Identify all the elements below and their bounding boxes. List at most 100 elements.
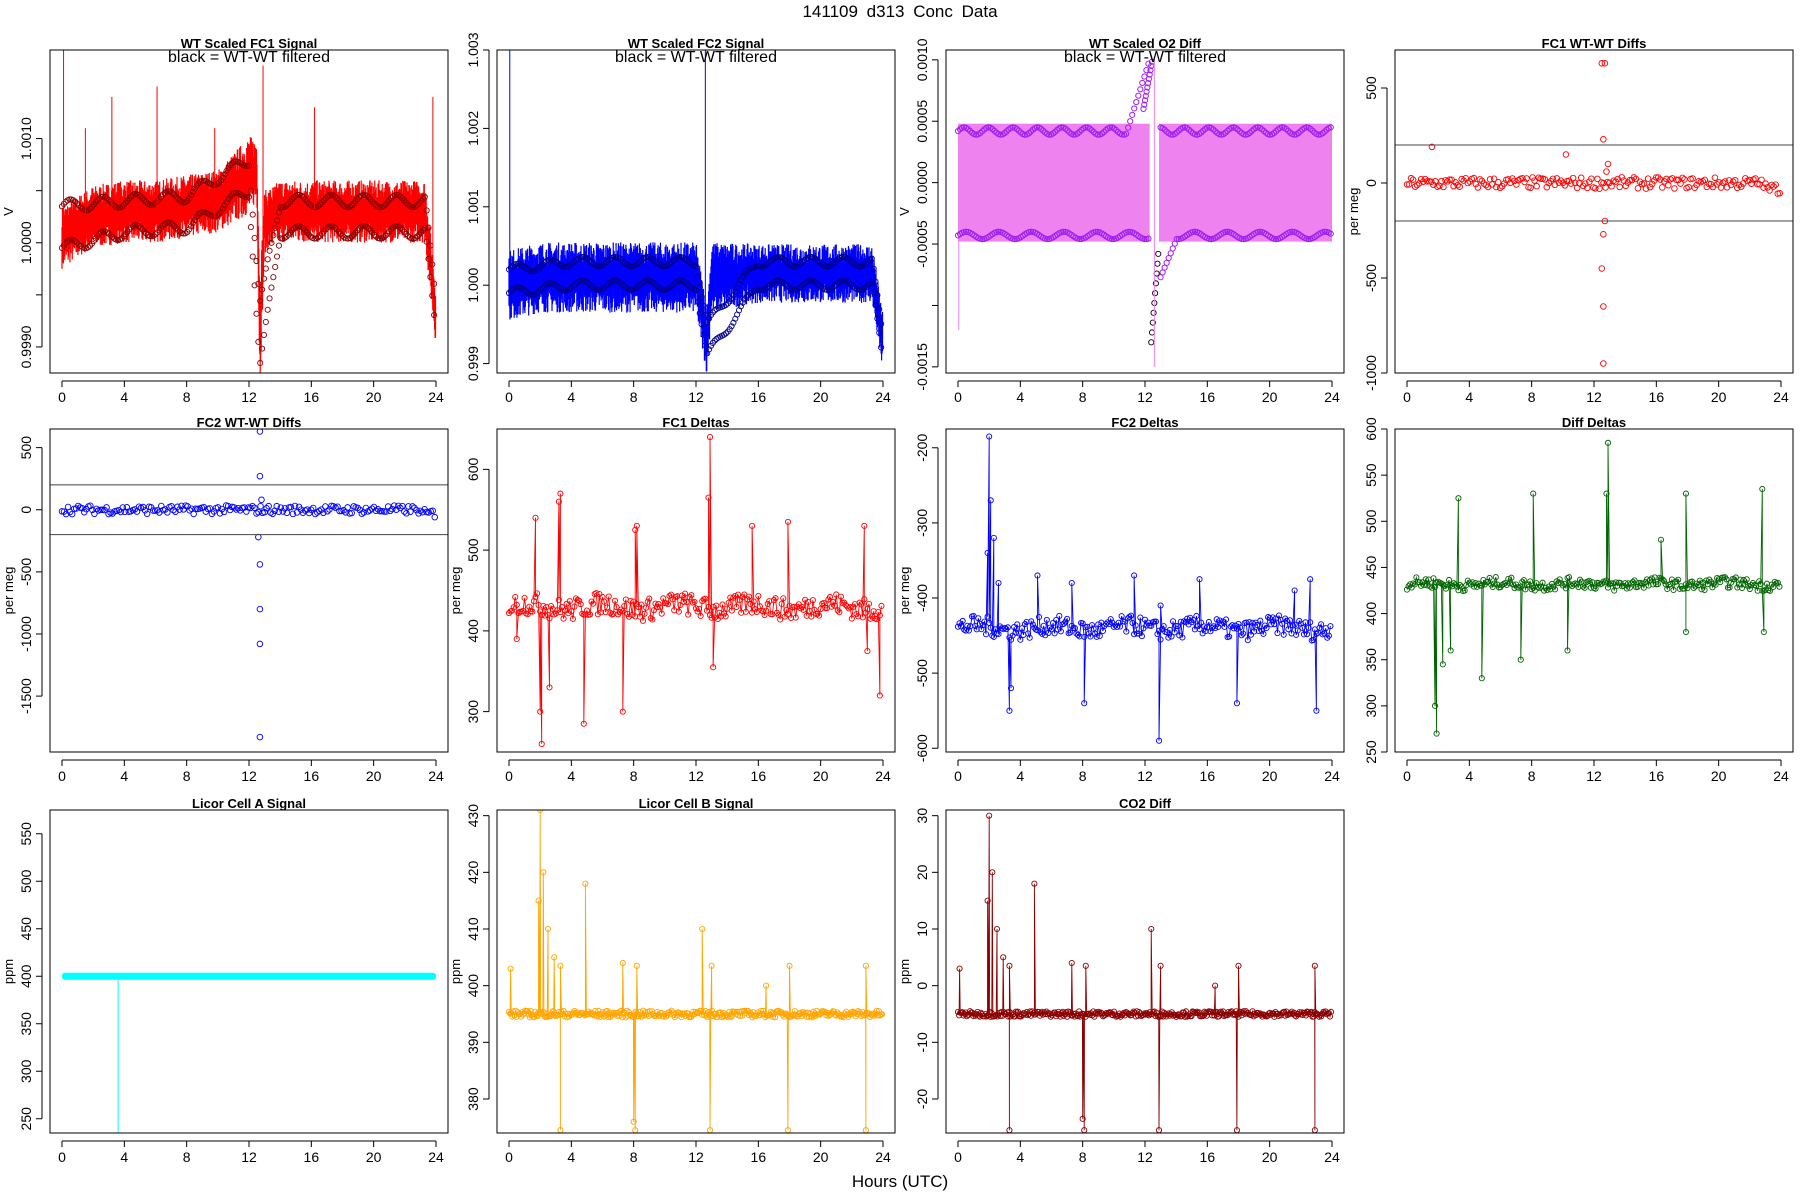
x-tick-label: 24 <box>1324 389 1340 405</box>
data-point <box>425 224 432 231</box>
data-point <box>1433 730 1440 737</box>
data-point <box>1166 626 1173 633</box>
data-point <box>1179 634 1186 641</box>
data-point <box>541 612 548 619</box>
data-point <box>692 263 700 270</box>
data-point <box>303 506 311 513</box>
data-point <box>521 594 528 601</box>
x-tick-label: 0 <box>1403 768 1411 784</box>
data-point <box>363 192 370 199</box>
y-tick-label: 1.0010 <box>18 117 34 160</box>
data-point <box>1600 231 1607 238</box>
data-point <box>72 198 79 205</box>
data-point <box>529 608 536 615</box>
data-point <box>837 593 844 600</box>
data-point <box>1470 174 1478 182</box>
data-point <box>831 283 838 290</box>
data-point <box>360 223 367 230</box>
data-point <box>1531 587 1538 594</box>
data-point <box>749 522 756 529</box>
data-point <box>1511 177 1518 185</box>
data-point <box>1235 962 1242 969</box>
data-point <box>970 612 977 620</box>
data-point <box>1006 707 1013 714</box>
data-point <box>1505 176 1512 183</box>
data-point <box>954 623 962 630</box>
data-point <box>376 507 384 515</box>
data-point <box>1040 622 1047 629</box>
data-point <box>1453 583 1460 590</box>
data-point <box>380 234 387 241</box>
data-point <box>135 191 142 198</box>
data-point <box>1630 174 1638 181</box>
data-point <box>1028 618 1035 625</box>
x-tick-label: 12 <box>1586 389 1602 405</box>
data-point <box>1572 580 1579 587</box>
data-point <box>641 610 648 617</box>
data-point <box>578 253 585 261</box>
data-point <box>692 605 700 612</box>
data-point <box>1622 182 1630 190</box>
data-point <box>1285 626 1292 633</box>
data-point <box>103 504 110 511</box>
data-point <box>705 494 712 501</box>
data-point <box>1758 176 1765 184</box>
data-point <box>141 507 149 514</box>
data-point <box>1603 490 1610 497</box>
data-point <box>863 260 870 267</box>
data-point <box>1291 621 1298 628</box>
data-point <box>1489 583 1496 591</box>
data-point <box>1600 303 1607 310</box>
data-point <box>569 283 576 290</box>
data-point <box>1533 580 1540 587</box>
data-point <box>186 195 193 202</box>
data-point <box>1555 579 1562 586</box>
data-point <box>726 326 733 333</box>
y-tick-label: 500 <box>465 538 481 562</box>
data-point <box>565 610 572 617</box>
data-point <box>513 260 520 267</box>
data-point <box>1318 621 1325 628</box>
data-point <box>812 279 819 286</box>
data-point <box>528 267 535 275</box>
data-point <box>1748 180 1755 187</box>
data-point <box>105 196 112 203</box>
data-point <box>509 607 516 614</box>
data-point <box>245 162 253 169</box>
data-point <box>221 202 228 209</box>
data-point <box>397 224 404 231</box>
data-point <box>633 962 640 969</box>
data-point <box>1118 131 1126 138</box>
data-point <box>664 285 672 292</box>
data-point <box>557 962 564 969</box>
x-tick-label: 8 <box>183 389 191 405</box>
data-point <box>307 506 315 514</box>
data-point <box>1713 181 1721 188</box>
data-point <box>178 502 185 510</box>
y-tick-label: 500 <box>18 436 34 460</box>
data-point <box>1193 612 1200 620</box>
data-point <box>431 280 438 287</box>
data-point <box>644 598 651 605</box>
data-point <box>331 193 339 200</box>
data-point <box>1767 587 1774 594</box>
data-point <box>1108 235 1116 243</box>
y-tick-label: 1.0000 <box>18 221 34 264</box>
data-point <box>1251 628 1258 635</box>
data-point <box>255 280 262 287</box>
data-point <box>1011 236 1018 243</box>
data-point <box>137 224 144 231</box>
data-point <box>784 518 791 525</box>
data-point <box>1094 131 1101 138</box>
x-tick-label: 4 <box>567 389 575 405</box>
data-point <box>653 282 660 290</box>
data-point <box>666 592 673 599</box>
data-point <box>814 610 821 617</box>
x-tick-label: 24 <box>428 768 444 784</box>
data-point <box>1037 629 1044 636</box>
data-point <box>260 275 268 282</box>
data-point <box>650 607 657 614</box>
data-point <box>171 222 178 229</box>
data-point <box>664 601 672 608</box>
data-point <box>1413 181 1421 189</box>
